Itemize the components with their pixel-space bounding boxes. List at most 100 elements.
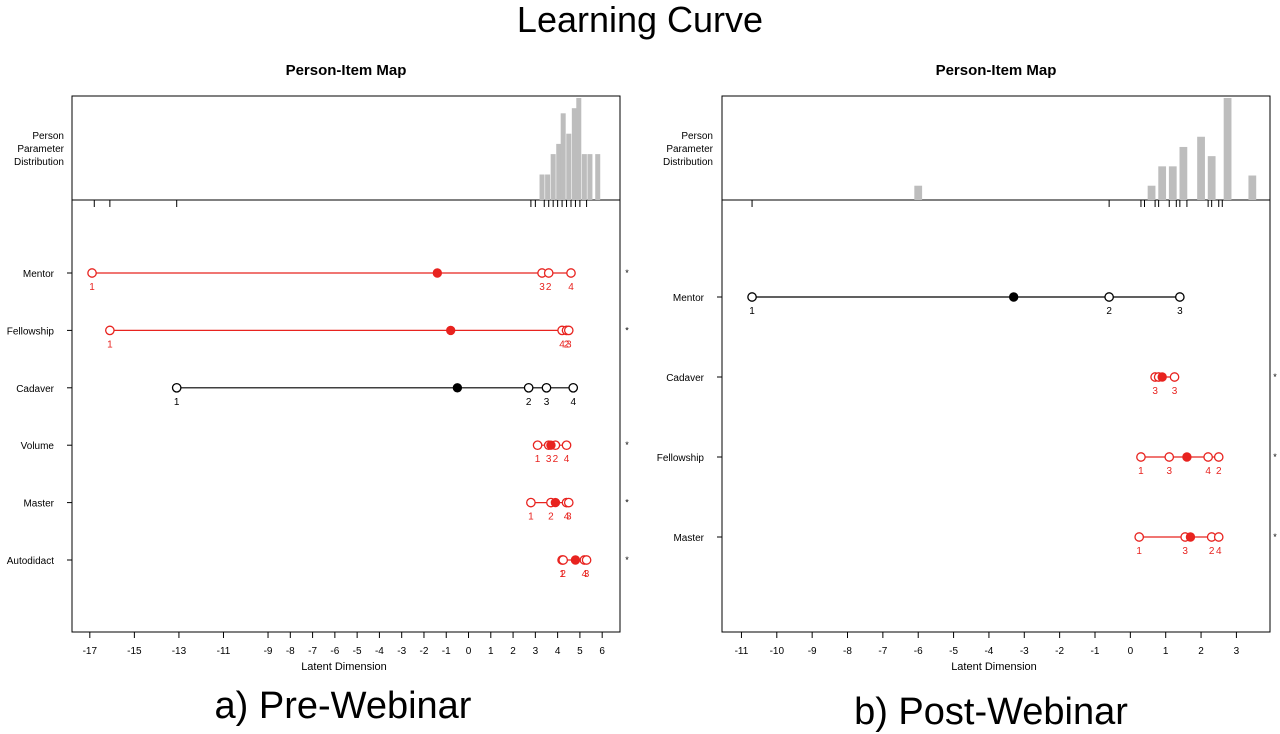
item-row-fellowship: Fellowship 1 3 4 2 * (657, 452, 1277, 477)
histogram-frame (721, 95, 1271, 201)
x-tick-label: -8 (286, 646, 295, 657)
item-label: Mentor (23, 269, 55, 280)
item-map-frame (71, 199, 621, 633)
item-location-point (1008, 292, 1019, 302)
item-location-point (432, 268, 443, 278)
threshold-label: 2 (553, 454, 559, 465)
threshold-point (171, 382, 182, 393)
threshold-point (563, 325, 574, 336)
caption-pre-webinar: a) Pre-Webinar (214, 685, 472, 727)
histogram-bar (581, 154, 587, 200)
threshold-point (1164, 452, 1175, 462)
histogram-bar (539, 174, 545, 200)
x-tick-label: -4 (984, 646, 993, 657)
item-row-mentor: Mentor 1 2 3 (673, 292, 1185, 317)
item-row-master: Master 1 2 43 * (23, 498, 629, 523)
histogram-label-line: Person (32, 131, 64, 142)
histogram-label-line: Parameter (666, 144, 713, 155)
x-tick-label: -11 (735, 646, 749, 657)
x-tick-label: 3 (533, 646, 539, 657)
histogram-bar (556, 143, 562, 200)
threshold-label: 1 (1138, 466, 1144, 477)
histogram-bar (550, 154, 556, 200)
histogram-bar (576, 98, 582, 200)
x-tick-label: -5 (353, 646, 362, 657)
threshold-point (523, 382, 534, 393)
threshold-point (1134, 532, 1145, 542)
x-tick-label: 0 (1128, 646, 1134, 657)
item-row-master: Master 1 3 2 4 * (673, 532, 1277, 557)
misfit-marker: * (1273, 452, 1277, 462)
threshold-label: 3 (1166, 466, 1172, 477)
threshold-point (581, 555, 592, 565)
histogram-label-line: Person (681, 131, 713, 142)
item-label: Autodidact (7, 556, 54, 567)
threshold-label: 3 (1177, 306, 1183, 317)
histogram-bar (1168, 166, 1177, 200)
x-tick-label: -6 (330, 646, 339, 657)
item-location-point (445, 325, 456, 336)
histogram-bar (587, 154, 593, 200)
x-tick-label: -8 (843, 646, 852, 657)
histogram-bar (566, 133, 572, 200)
x-tick-label: -11 (217, 646, 231, 657)
figure-title: Learning Curve (516, 0, 764, 40)
threshold-label: 4 (570, 397, 576, 408)
item-row-cadaver: Cadaver 3 3 * (666, 372, 1277, 397)
x-tick-label: 1 (488, 646, 494, 657)
chart-panel-1: Person-Item Map Person Parameter Distributi… (7, 62, 630, 673)
item-label: Cadaver (666, 373, 704, 384)
item-location-point (1185, 532, 1196, 542)
threshold-label: 3 (584, 569, 590, 580)
threshold-label: 4 (1205, 466, 1211, 477)
threshold-label: 4 (559, 339, 565, 350)
threshold-label: 1 (559, 569, 565, 580)
item-location-point (452, 383, 463, 393)
x-tick-label: -13 (172, 646, 187, 657)
histogram-bar (1207, 156, 1216, 200)
panel-title: Person-Item Map (286, 62, 407, 79)
threshold-label: 2 (564, 339, 570, 350)
histogram-frame (71, 95, 621, 201)
x-tick-label: 3 (1234, 646, 1240, 657)
threshold-label: 4 (568, 282, 574, 293)
x-tick-label: -3 (397, 646, 406, 657)
histogram-bar (545, 174, 551, 200)
threshold-label: 1 (535, 454, 541, 465)
x-axis-label: Latent Dimension (951, 661, 1037, 673)
x-tick-label: -17 (83, 646, 98, 657)
x-tick-label: 0 (466, 646, 472, 657)
threshold-label: 1 (174, 397, 180, 408)
x-tick-label: 4 (555, 646, 561, 657)
item-label: Master (673, 533, 704, 544)
threshold-point (541, 382, 552, 393)
threshold-point (747, 292, 757, 302)
threshold-point (1169, 372, 1180, 382)
item-row-cadaver: Cadaver 1 2 3 4 (16, 382, 579, 408)
histogram-bar (914, 185, 923, 200)
misfit-marker: * (625, 498, 629, 508)
threshold-label: 3 (566, 512, 572, 523)
x-tick-label: -3 (1020, 646, 1029, 657)
item-row-mentor: Mentor 1 3 2 4 * (23, 268, 629, 293)
x-tick-label: -10 (770, 646, 785, 657)
threshold-point (568, 382, 579, 393)
threshold-label: 3 (1182, 546, 1188, 557)
threshold-label: 4 (564, 512, 570, 523)
panel-title: Person-Item Map (936, 62, 1057, 79)
histogram-bar (1248, 175, 1257, 200)
x-tick-label: -1 (1091, 646, 1100, 657)
x-tick-label: -7 (878, 646, 887, 657)
item-location-point (550, 497, 561, 508)
misfit-marker: * (625, 325, 629, 335)
x-tick-label: 5 (577, 646, 583, 657)
x-tick-label: 1 (1163, 646, 1169, 657)
x-tick-label: -6 (914, 646, 923, 657)
threshold-label: 3 (566, 339, 572, 350)
misfit-marker: * (1273, 532, 1277, 542)
threshold-label: 1 (89, 282, 95, 293)
caption-post-webinar: b) Post-Webinar (854, 691, 1128, 733)
threshold-label: 4 (1216, 546, 1222, 557)
misfit-marker: * (625, 440, 629, 450)
threshold-label: 2 (560, 569, 566, 580)
